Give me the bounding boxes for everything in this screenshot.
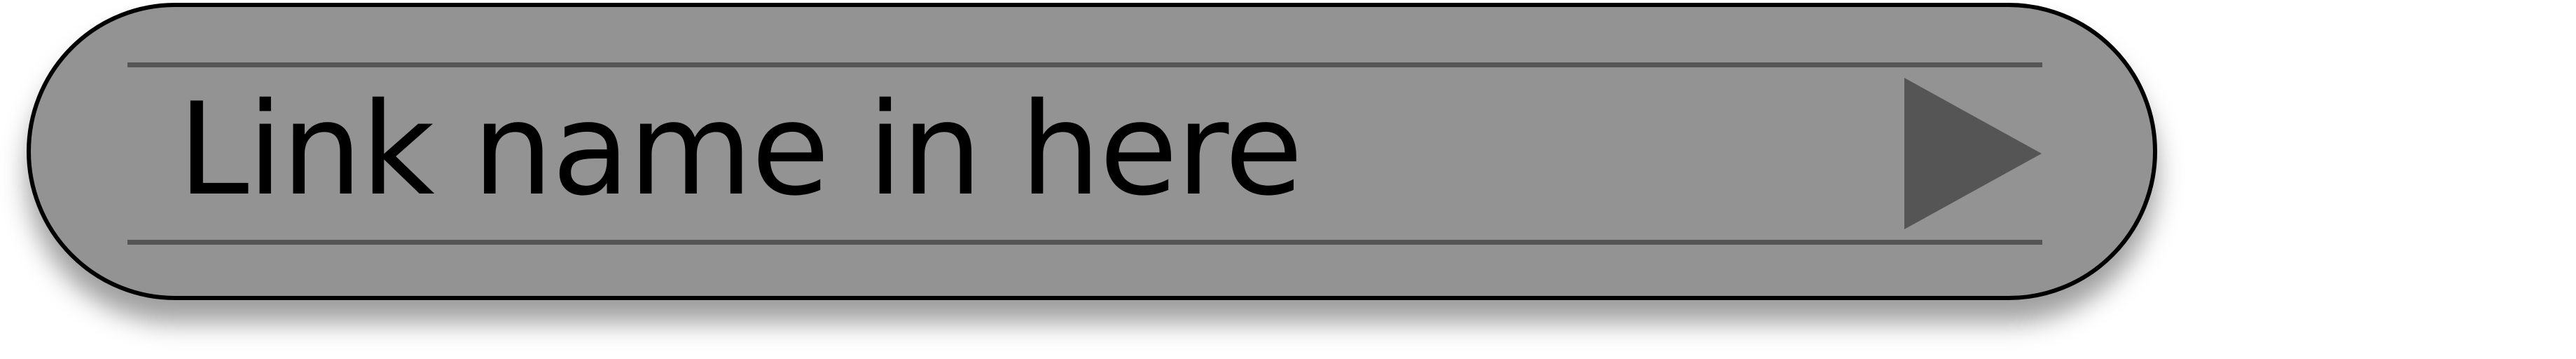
link-button[interactable]: Link name in here — [27, 3, 2157, 300]
top-divider — [127, 62, 2042, 67]
bottom-divider — [127, 240, 2042, 245]
arrow-right-icon — [1904, 78, 2042, 229]
link-label: Link name in here — [178, 75, 1303, 224]
